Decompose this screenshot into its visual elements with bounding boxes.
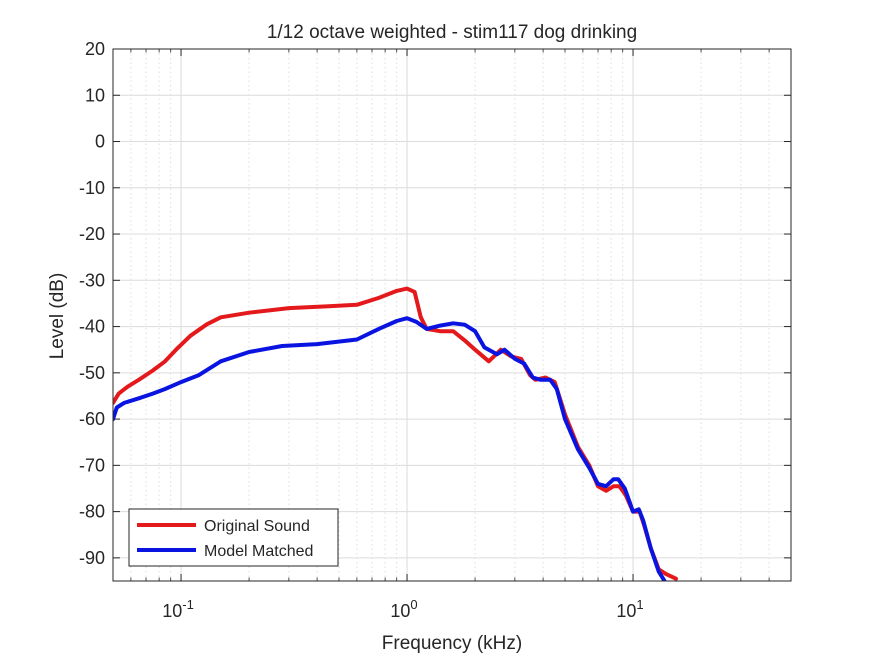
y-tick-label: -80 [79,502,105,522]
plot-frame [112,48,792,582]
legend-label: Original Sound [204,518,310,535]
y-tick-label: 10 [85,85,105,105]
y-tick-label: -30 [79,270,105,290]
x-tick-label: 101 [616,597,643,621]
y-tick-label: 0 [95,132,105,152]
series-line-1 [113,316,667,581]
y-tick-label: -50 [79,363,105,383]
x-tick-label: 100 [390,597,417,621]
x-tick-label: 10-1 [162,597,194,621]
series-layer [113,286,678,581]
legend: Original Sound Model Matched [128,508,339,567]
x-axis-label: Frequency (kHz) [382,633,522,654]
y-tick-label: 20 [85,39,105,59]
y-tick-label: -70 [79,455,105,475]
y-tick-label: -90 [79,548,105,568]
plot-area [113,49,791,581]
y-axis-label: Level (dB) [47,273,68,360]
tick-layer: 10-1 100 10120100-10-20-30-40-50-60-70-80-… [79,39,791,621]
y-tick-label: -20 [79,224,105,244]
legend-label: Model Matched [204,543,313,560]
y-tick-label: -10 [79,178,105,198]
minor-grid [130,49,770,581]
y-tick-label: -60 [79,409,105,429]
series-line-0 [113,286,678,581]
chart-title: 1/12 octave weighted - stim117 dog drink… [267,22,637,43]
legend-box [128,508,339,567]
y-tick-label: -40 [79,317,105,337]
